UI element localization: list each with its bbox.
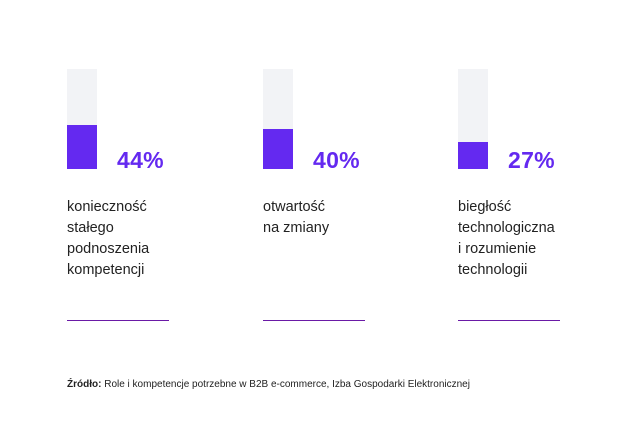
metric-3: 27% biegłość technologiczna i rozumienie tec…: [458, 0, 637, 330]
bar-fill: [67, 125, 97, 169]
metric-1: 44% konieczność stałego podnoszenia kompeten…: [67, 0, 257, 330]
category-label-line: stałego: [67, 220, 114, 236]
category-label-line: technologii: [458, 262, 528, 278]
category-label-line: na zmiany: [263, 220, 330, 236]
category-label-line: kompetencji: [67, 262, 145, 278]
bar-track: [263, 69, 293, 169]
source-note: Źródło: Role i kompetencje potrzebne w B…: [67, 379, 470, 390]
value-label: 27%: [508, 147, 555, 173]
category-label-line: i rozumienie: [458, 241, 537, 257]
source-text: Role i kompetencje potrzebne w B2B e-com…: [101, 379, 470, 390]
divider-line: [67, 320, 169, 321]
category-label-line: technologiczna: [458, 220, 555, 236]
bar-track: [458, 69, 488, 169]
category-label: konieczność stałego podnoszenia kompetencji: [67, 197, 217, 281]
value-label: 44%: [117, 147, 164, 173]
divider-line: [458, 320, 560, 321]
bar-fill: [263, 129, 293, 169]
divider-line: [263, 320, 365, 321]
category-label-line: biegłość: [458, 199, 512, 215]
category-label: otwartość na zmiany: [263, 197, 413, 239]
category-label-line: otwartość: [263, 199, 326, 215]
category-label-line: konieczność: [67, 199, 147, 215]
metric-2: 40% otwartość na zmiany: [263, 0, 453, 330]
category-label-line: podnoszenia: [67, 241, 150, 257]
bar-track: [67, 69, 97, 169]
value-label: 40%: [313, 147, 360, 173]
category-label: biegłość technologiczna i rozumienie techno…: [458, 197, 608, 281]
bar-fill: [458, 142, 488, 169]
source-prefix: Źródło:: [67, 379, 102, 390]
